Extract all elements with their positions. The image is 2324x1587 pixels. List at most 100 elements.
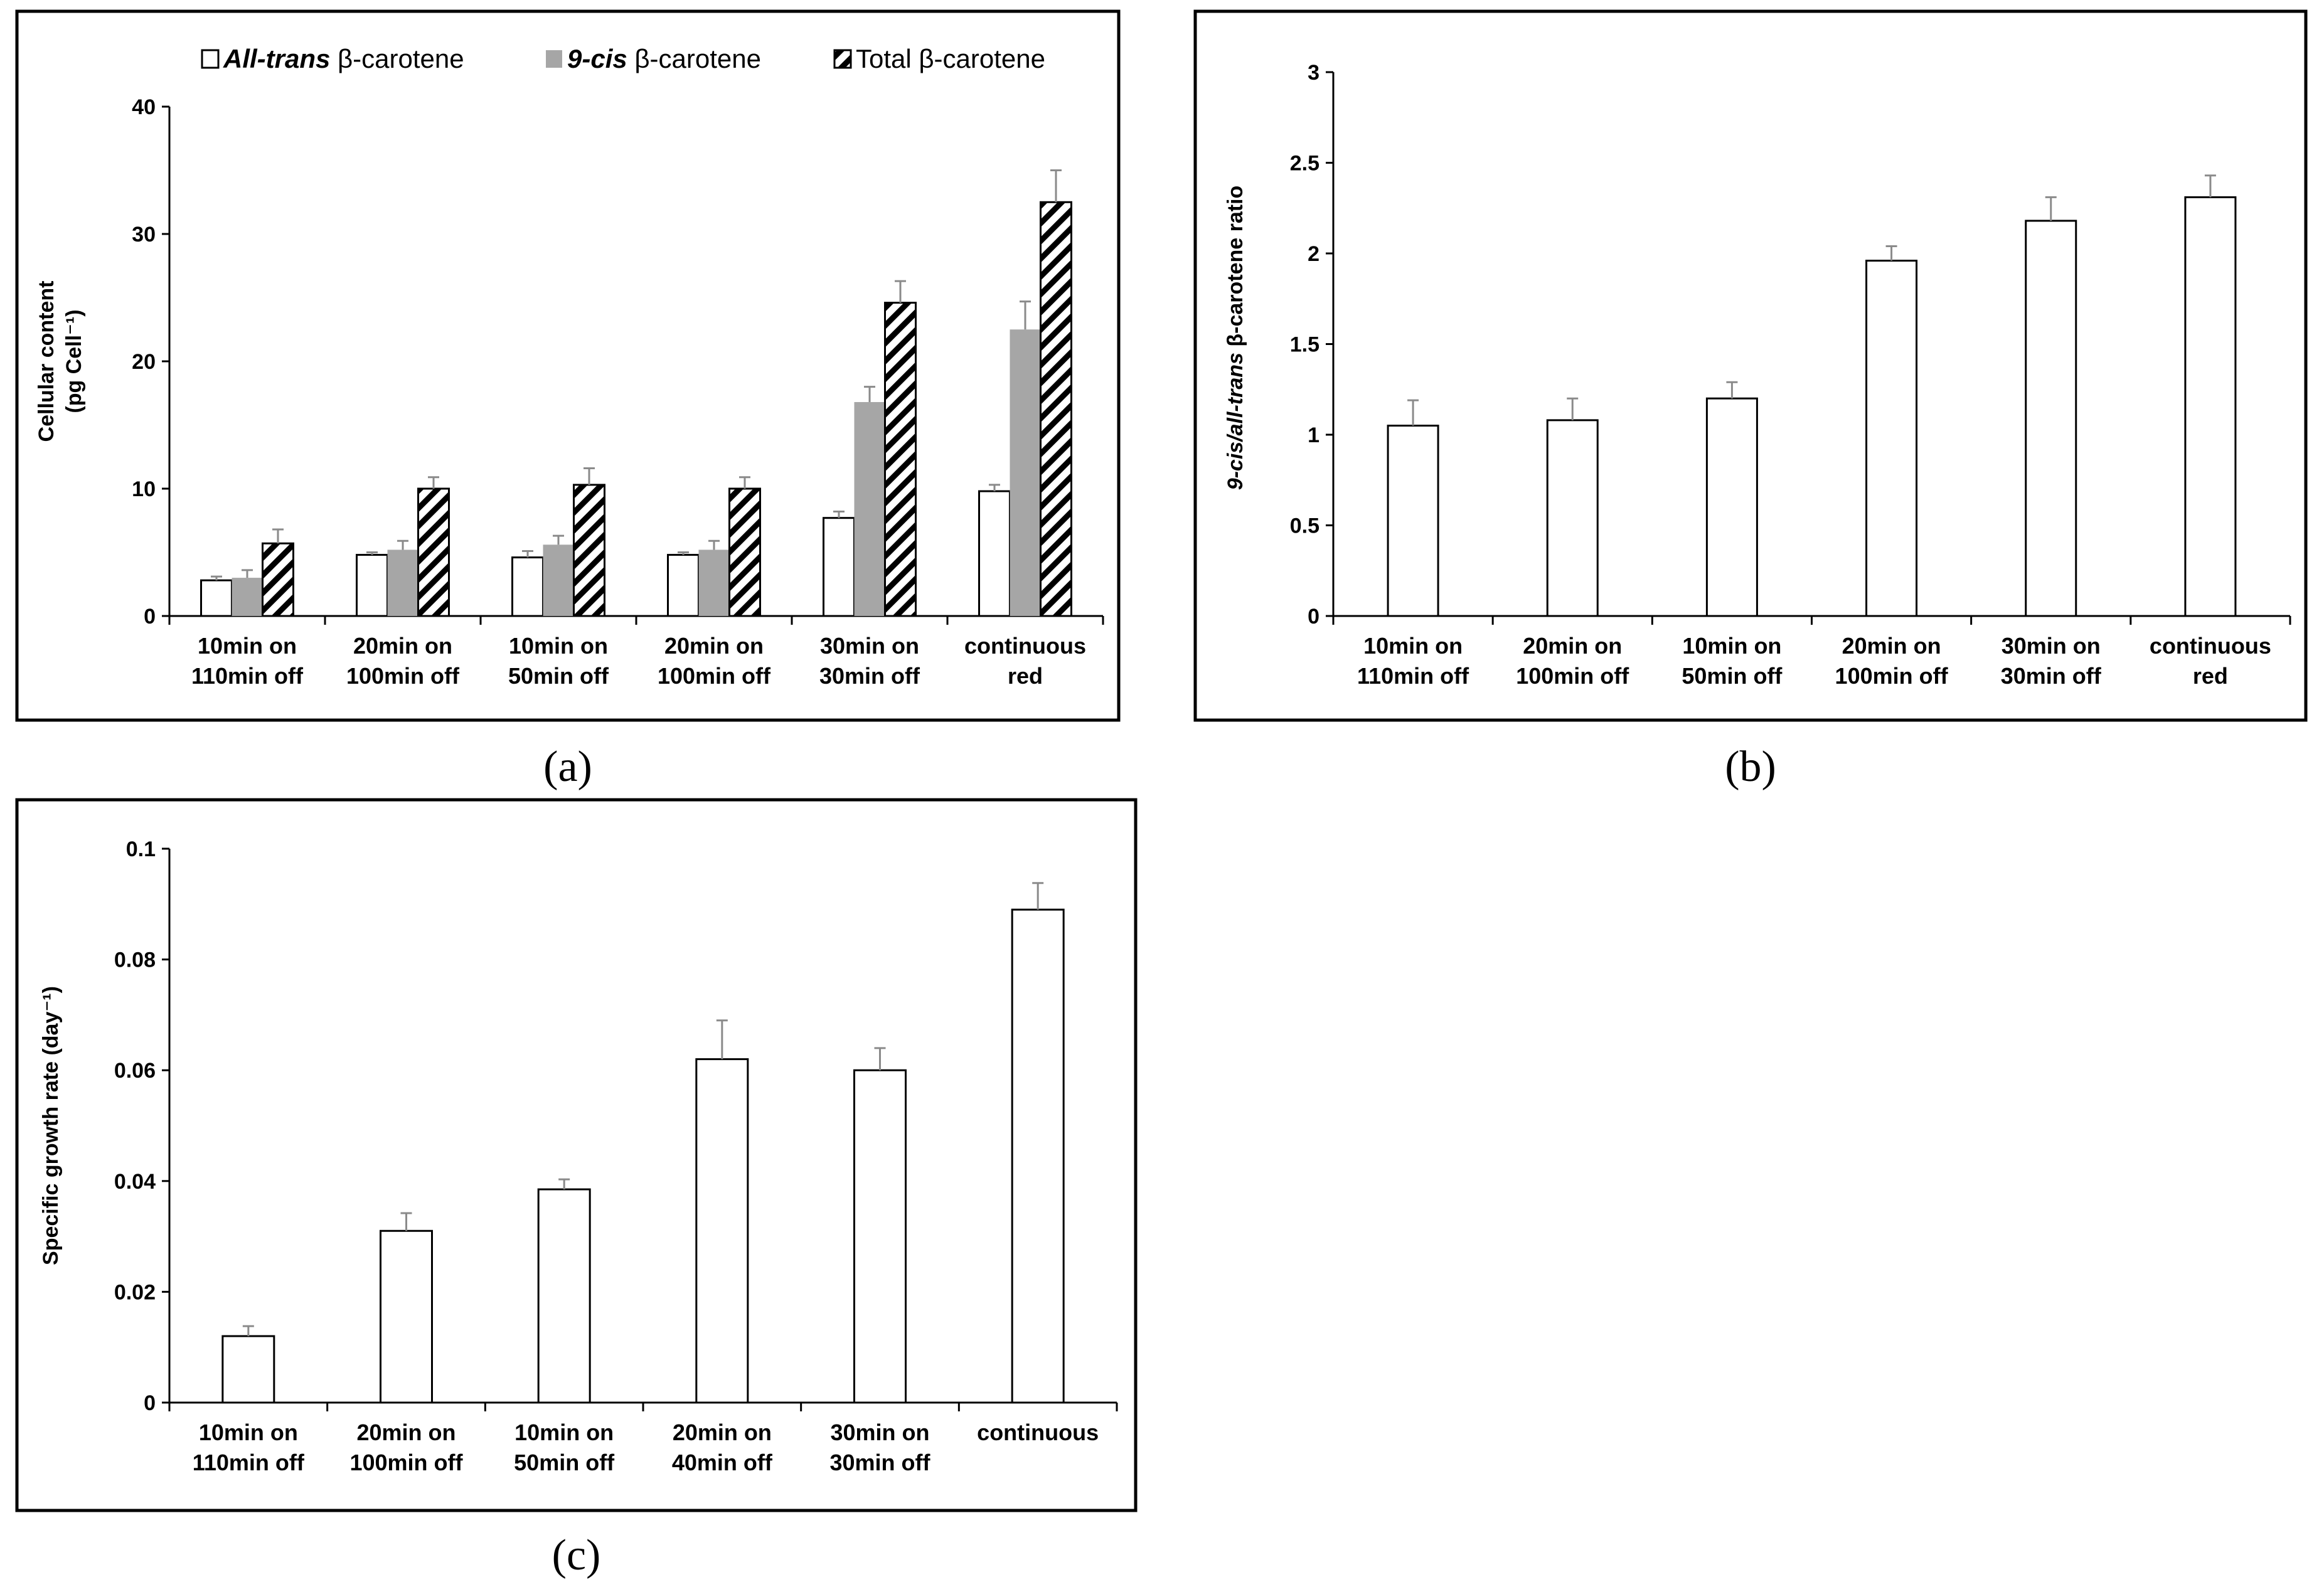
bar (1040, 201, 1072, 617)
bar (854, 401, 885, 616)
bar (2184, 196, 2237, 617)
bar (698, 549, 730, 616)
y-tick-label: 0.04 (114, 1170, 156, 1194)
x-tick-label: red (1008, 663, 1043, 689)
chart-c: 0 0.02 0.04 0.06 0.08 0.1 10min on 110min off 20… (15, 798, 1138, 1579)
bar (573, 484, 605, 617)
bar (543, 544, 574, 616)
bar (823, 517, 855, 617)
bar (387, 549, 418, 616)
x-tick-label: 110min off (193, 1450, 305, 1475)
legend-swatch (833, 49, 852, 69)
x-tick-label: 20min on (1842, 633, 1941, 659)
x-tick-label: 30min on (820, 633, 919, 659)
x-tick-label: continuous (2150, 633, 2271, 659)
x-tick-label: 30min on (830, 1420, 929, 1445)
legend-label: All-trans β-carotene (223, 44, 464, 73)
bar (1010, 329, 1041, 616)
bar (2025, 220, 2077, 617)
x-tick-label: 20min on (1523, 633, 1622, 659)
x-tick-label: 10min on (199, 1420, 298, 1445)
bar (667, 554, 700, 617)
x-tick-label: 10min on (509, 633, 608, 659)
bar (417, 487, 450, 617)
x-tick-label: 30min off (819, 663, 920, 689)
x-tick-label: 10min on (198, 633, 297, 659)
x-tick-label: 100min off (658, 663, 771, 689)
bar (511, 556, 544, 617)
x-tick-label: 10min on (1363, 633, 1463, 659)
x-tick-label: 50min off (508, 663, 609, 689)
bar (380, 1229, 433, 1404)
x-tick-label: red (2193, 663, 2228, 689)
y-tick-label: 0.1 (126, 837, 156, 861)
y-tick-label: 30 (132, 223, 156, 247)
chart-b: 0 0.5 1 1.5 2 2.5 3 10min on 110min off 20min on 1… (1193, 9, 2308, 791)
bar (695, 1058, 749, 1404)
x-tick-label: 30min off (829, 1450, 930, 1475)
y-tick-label: 0.5 (1290, 514, 1319, 538)
bar (728, 487, 761, 617)
bar (978, 490, 1011, 617)
x-tick-label: 20min on (664, 633, 764, 659)
y-tick-label: 0.06 (114, 1059, 156, 1083)
x-tick-label: 110min off (1357, 663, 1469, 689)
legend-label: Total β-carotene (856, 44, 1045, 73)
y-tick-label: 0.02 (114, 1280, 156, 1304)
y-tick-label: 20 (132, 350, 156, 374)
bar (356, 554, 388, 617)
y-tick-label: 0 (144, 1391, 156, 1415)
bar (1011, 908, 1065, 1404)
x-tick-label: 10min on (514, 1420, 614, 1445)
x-tick-label: 30min off (2001, 663, 2102, 689)
x-tick-label: 50min off (1682, 663, 1783, 689)
bar (262, 542, 294, 617)
x-tick-label: 10min on (1682, 633, 1781, 659)
y-tick-label: 1 (1308, 423, 1319, 447)
y-tick-label: 0.08 (114, 948, 156, 972)
panel-label: (b) (1725, 743, 1776, 791)
x-tick-label: 20min on (353, 633, 452, 659)
y-axis-label: 9-cis/all-trans β-carotene ratio (1223, 186, 1247, 491)
bar (1705, 397, 1758, 617)
x-tick-label: continuous (977, 1420, 1099, 1445)
y-axis-label: Cellular content (pg Cell⁻¹) (35, 281, 86, 442)
y-tick-label: 40 (132, 95, 156, 119)
y-tick-label: 0 (144, 605, 156, 629)
y-tick-label: 3 (1308, 61, 1319, 85)
panel-label: (c) (552, 1531, 601, 1579)
bar (1387, 425, 1439, 617)
y-axis-label: Specific growth rate (day⁻¹) (39, 986, 63, 1265)
chart-a: 0 10 20 30 40 10min on 110min off 20min on 100mi… (15, 9, 1121, 791)
x-tick-label: 50min off (514, 1450, 615, 1475)
chart-frame (15, 9, 1121, 722)
legend-label: 9-cis β-carotene (567, 44, 761, 73)
bar (884, 302, 917, 617)
y-tick-label: 2 (1308, 242, 1319, 266)
chart-frame (1193, 9, 2308, 722)
x-tick-label: continuous (964, 633, 1086, 659)
x-tick-label: 20min on (673, 1420, 772, 1445)
x-tick-label: 100min off (1516, 663, 1629, 689)
x-tick-label: 100min off (346, 663, 460, 689)
x-tick-label: 100min off (349, 1450, 463, 1475)
legend-swatch (201, 49, 220, 69)
bar (232, 578, 263, 616)
bar (200, 579, 233, 617)
x-tick-label: 110min off (191, 663, 304, 689)
x-tick-label: 30min on (2002, 633, 2101, 659)
y-tick-label: 10 (132, 477, 156, 501)
bar (221, 1335, 275, 1404)
x-tick-label: 20min on (356, 1420, 456, 1445)
x-tick-label: 100min off (1835, 663, 1949, 689)
x-tick-label: 40min off (672, 1450, 773, 1475)
panel-label: (a) (543, 743, 592, 791)
chart-frame (15, 798, 1138, 1512)
y-tick-label: 0 (1308, 605, 1319, 629)
bar (1865, 260, 1918, 617)
legend-swatch (546, 50, 562, 68)
y-tick-label: 1.5 (1290, 333, 1319, 357)
y-tick-label: 2.5 (1290, 152, 1319, 176)
bar (853, 1069, 907, 1404)
